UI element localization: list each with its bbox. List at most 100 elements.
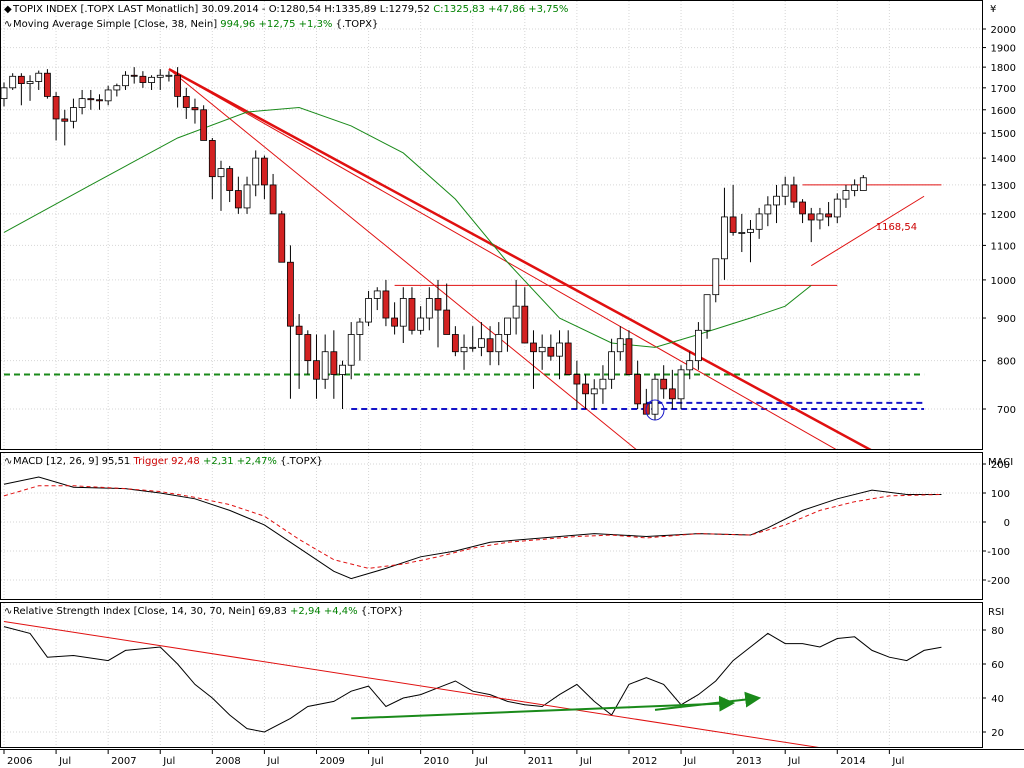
x-tick-label: Jul — [266, 756, 279, 767]
candle-up — [217, 168, 225, 178]
candle-down — [234, 190, 242, 209]
macd-axis-label: MACI — [988, 457, 1013, 468]
candle-down — [443, 309, 451, 335]
candle-up — [9, 75, 17, 89]
candle-up — [842, 190, 850, 200]
candle-up — [373, 290, 381, 299]
candle-down — [799, 201, 806, 215]
line-icon: ∿ — [4, 19, 13, 30]
candle-down — [191, 107, 199, 111]
ma-header-values: 994,96 +12,75 +1,3% — [220, 19, 333, 30]
candle-up — [686, 360, 694, 371]
candle-up — [721, 216, 728, 260]
rsi-header-change: +2,94 +4,4% — [290, 606, 358, 617]
candle-down — [87, 98, 95, 101]
candle-down — [790, 184, 798, 203]
candle-down — [825, 213, 832, 218]
candle-up — [764, 204, 772, 215]
price-y-tick-label: 700 — [997, 405, 1016, 416]
candle-down — [287, 261, 294, 327]
rsi-header-text: Relative Strength Index [Close, 14, 30, … — [13, 606, 287, 617]
rsi-header-suffix: {.TOPX} — [360, 606, 404, 617]
rsi-trendline-green — [351, 695, 736, 720]
candle-up — [755, 213, 763, 230]
candle-up — [26, 81, 34, 84]
price-y-tick-label: 1300 — [991, 181, 1016, 192]
candle-down — [729, 216, 737, 233]
candle-up — [365, 298, 372, 323]
x-tick-label: 2007 — [111, 756, 136, 767]
candle-up — [156, 74, 164, 78]
x-tick-label: Jul — [475, 756, 488, 767]
x-tick-label: Jul — [891, 756, 904, 767]
x-tick-label: Jul — [371, 756, 384, 767]
candle-down — [564, 342, 572, 375]
macd-y-tick-label: -200 — [987, 576, 1010, 587]
candle-up — [695, 329, 702, 362]
price-y-tick-label: 800 — [997, 357, 1016, 368]
candle-up — [712, 258, 720, 296]
candle-up — [148, 76, 155, 83]
rsi-trendline-red — [3, 621, 819, 747]
macd-header-suffix: {.TOPX} — [280, 456, 323, 467]
price-y-tick-label: 1800 — [991, 63, 1016, 74]
x-tick-label: Jul — [58, 756, 71, 767]
candles-group — [1, 67, 867, 420]
candle-up — [347, 334, 355, 366]
candle-down — [521, 305, 529, 344]
x-tick-label: Jul — [579, 756, 592, 767]
x-tick-label: 2008 — [215, 756, 240, 767]
x-tick-label: Jul — [683, 756, 696, 767]
candle-down — [668, 388, 676, 400]
price-y-tick-label: 1100 — [991, 241, 1016, 252]
candle-down — [61, 118, 69, 122]
x-tick-label: 2010 — [424, 756, 449, 767]
candle-down — [304, 334, 312, 362]
candle-down — [530, 342, 537, 353]
rsi-line — [3, 626, 942, 733]
candle-up — [816, 213, 824, 221]
candle-up — [104, 89, 112, 102]
candle-up — [78, 98, 86, 108]
moving-average-group — [3, 107, 812, 348]
rsi-y-tick-label: 20 — [991, 728, 1004, 739]
rsi-y-tick-label: 60 — [991, 660, 1004, 671]
rsi-y-tick-label: 40 — [991, 694, 1004, 705]
candle-up — [252, 157, 260, 186]
candle-up — [460, 346, 468, 353]
macd-header-change: +2,31 +2,47% — [202, 456, 277, 467]
candle-up — [399, 298, 407, 327]
macd-y-tick-label: -100 — [987, 547, 1010, 558]
candle-up — [738, 232, 746, 234]
candle-up — [608, 351, 615, 380]
support-annotation: 1168,54 — [876, 222, 917, 233]
macd-header-trigger: Trigger 92,48 — [133, 456, 200, 467]
candle-down — [174, 74, 182, 97]
candle-up — [70, 107, 77, 122]
price-header-close: C:1325,83 +47,86 +3,75% — [433, 4, 569, 15]
price-y-tick-label: 900 — [997, 314, 1016, 325]
candle-down — [226, 168, 234, 191]
price-panel-frame — [0, 0, 983, 450]
candle-up — [417, 317, 425, 331]
candle-up — [504, 317, 511, 335]
candle-up — [356, 321, 364, 335]
candle-up — [469, 346, 477, 349]
rsi-panel-frame — [0, 602, 983, 748]
candle-up — [773, 195, 780, 206]
candle-down — [391, 317, 399, 327]
rsi-group — [3, 621, 942, 747]
macd-header-text: MACD [12, 26, 9] 95,51 — [13, 456, 131, 467]
candle-down — [660, 378, 668, 390]
price-y-tick-label: 1900 — [991, 44, 1016, 55]
candle-down — [486, 338, 494, 353]
price-header: ◆TOPIX INDEX [.TOPX LAST Monatlich] 30.0… — [4, 4, 568, 15]
candle-up — [781, 184, 789, 197]
candle-down — [44, 72, 51, 97]
x-tick-label: Jul — [162, 756, 175, 767]
price-header-text: TOPIX INDEX [.TOPX LAST Monatlich] 30.09… — [13, 4, 430, 15]
rsi-header: ∿Relative Strength Index [Close, 14, 30,… — [4, 606, 404, 617]
candle-down — [260, 157, 268, 186]
candle-down — [434, 298, 442, 311]
